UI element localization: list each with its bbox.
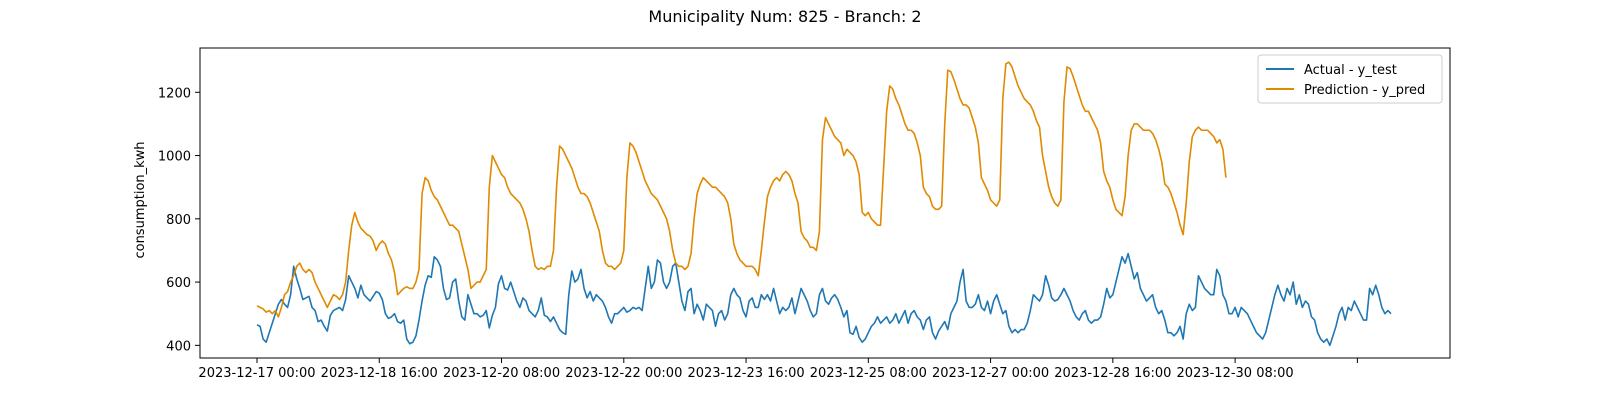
x-tick-label: 2023-12-18 16:00 (321, 366, 438, 381)
plot-frame (199, 47, 1451, 359)
y-tick-label: 800 (166, 213, 191, 228)
x-tick-label: 2023-12-20 08:00 (443, 366, 560, 381)
x-tick-label: 2023-12-27 00:00 (932, 366, 1049, 381)
series-line-actual (256, 252, 1392, 347)
x-tick-label: 2023-12-23 16:00 (687, 366, 804, 381)
y-tick-label: 400 (166, 339, 191, 354)
chart-title: Municipality Num: 825 - Branch: 2 (648, 7, 921, 26)
y-axis-label: consumption_kwh (133, 141, 148, 258)
x-tick-label: 2023-12-17 00:00 (198, 366, 315, 381)
y-tick-label: 600 (166, 276, 191, 291)
x-tick-label: 2023-12-22 00:00 (565, 366, 682, 381)
y-axis: 400 600 800 1000 1200 (158, 86, 200, 354)
series-line-prediction (256, 61, 1227, 318)
x-axis: 2023-12-17 00:00 2023-12-18 16:00 2023-12-… (198, 358, 1358, 381)
x-tick-label: 2023-12-25 08:00 (810, 366, 927, 381)
plot-area (256, 61, 1392, 347)
y-tick-label: 1000 (158, 150, 191, 165)
legend-entry-label: Actual - y_test (1304, 63, 1397, 78)
legend-entry-label: Prediction - y_pred (1304, 83, 1425, 98)
y-tick-label: 1200 (158, 86, 191, 101)
legend: Actual - y_test Prediction - y_pred (1257, 54, 1443, 104)
x-tick-label: 2023-12-28 16:00 (1054, 366, 1171, 381)
legend-box (1257, 54, 1443, 104)
x-tick-label: 2023-12-30 08:00 (1177, 366, 1294, 381)
